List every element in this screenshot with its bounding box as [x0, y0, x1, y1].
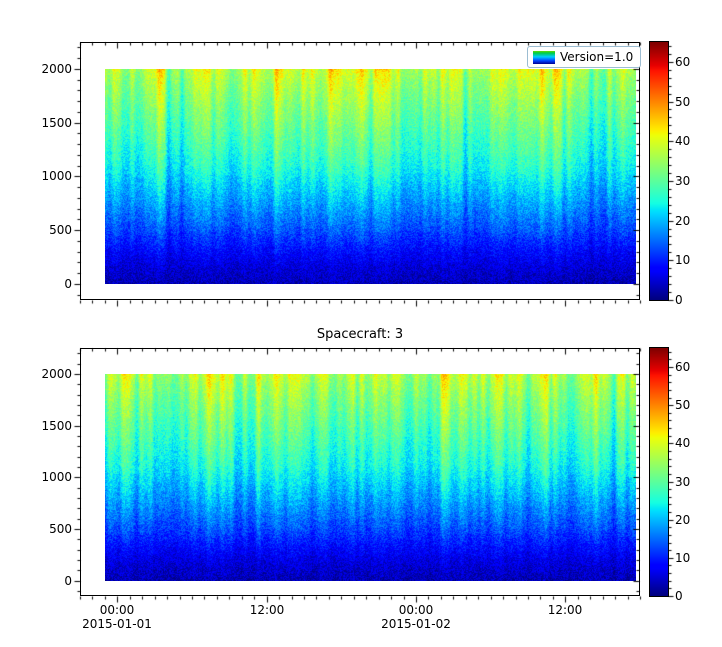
- y-tick-label: 2000: [41, 62, 72, 76]
- legend-label: Version=1.0: [560, 50, 634, 64]
- colorbar-tick-label: 0: [675, 293, 683, 307]
- legend-swatch-icon: [533, 50, 555, 64]
- colorbar-tick-label: 0: [675, 589, 683, 603]
- colorbar-tick-label: 60: [675, 55, 691, 69]
- y-tick-label: 500: [49, 522, 72, 536]
- colorbar-top: [649, 41, 669, 301]
- colorbar-tick-label: 10: [675, 253, 691, 267]
- x-date-label: 2015-01-02: [381, 617, 451, 631]
- colorbar-tick-label: 10: [675, 551, 691, 565]
- spectrogram-heatmap-bottom: [105, 374, 636, 581]
- x-tick-label: 12:00: [249, 603, 285, 617]
- y-tick-label: 1500: [41, 419, 72, 433]
- colorbar-tick-label: 20: [675, 214, 691, 228]
- y-tick-label: 1000: [41, 169, 72, 183]
- x-tick-label: 12:00: [547, 603, 583, 617]
- y-tick-label: 0: [64, 574, 72, 588]
- y-tick-label: 500: [49, 223, 72, 237]
- y-tick-label: 1000: [41, 470, 72, 484]
- colorbar-tick-label: 30: [675, 475, 691, 489]
- colorbar-tick-label: 40: [675, 436, 691, 450]
- legend: Version=1.0: [527, 46, 642, 68]
- y-tick-label: 1500: [41, 116, 72, 130]
- colorbar-tick-label: 50: [675, 95, 691, 109]
- colorbar-bottom: [649, 347, 669, 597]
- y-tick-label: 2000: [41, 367, 72, 381]
- colorbar-tick-label: 40: [675, 134, 691, 148]
- y-tick-label: 0: [64, 277, 72, 291]
- x-tick-label: 00:00: [398, 603, 434, 617]
- colorbar-tick-label: 20: [675, 513, 691, 527]
- x-tick-label: 00:00: [99, 603, 135, 617]
- plot-title: Spacecraft: 3: [316, 327, 404, 342]
- x-date-label: 2015-01-01: [82, 617, 152, 631]
- spectrogram-heatmap-top: [105, 69, 636, 284]
- colorbar-tick-label: 50: [675, 398, 691, 412]
- colorbar-tick-label: 30: [675, 174, 691, 188]
- colorbar-tick-label: 60: [675, 360, 691, 374]
